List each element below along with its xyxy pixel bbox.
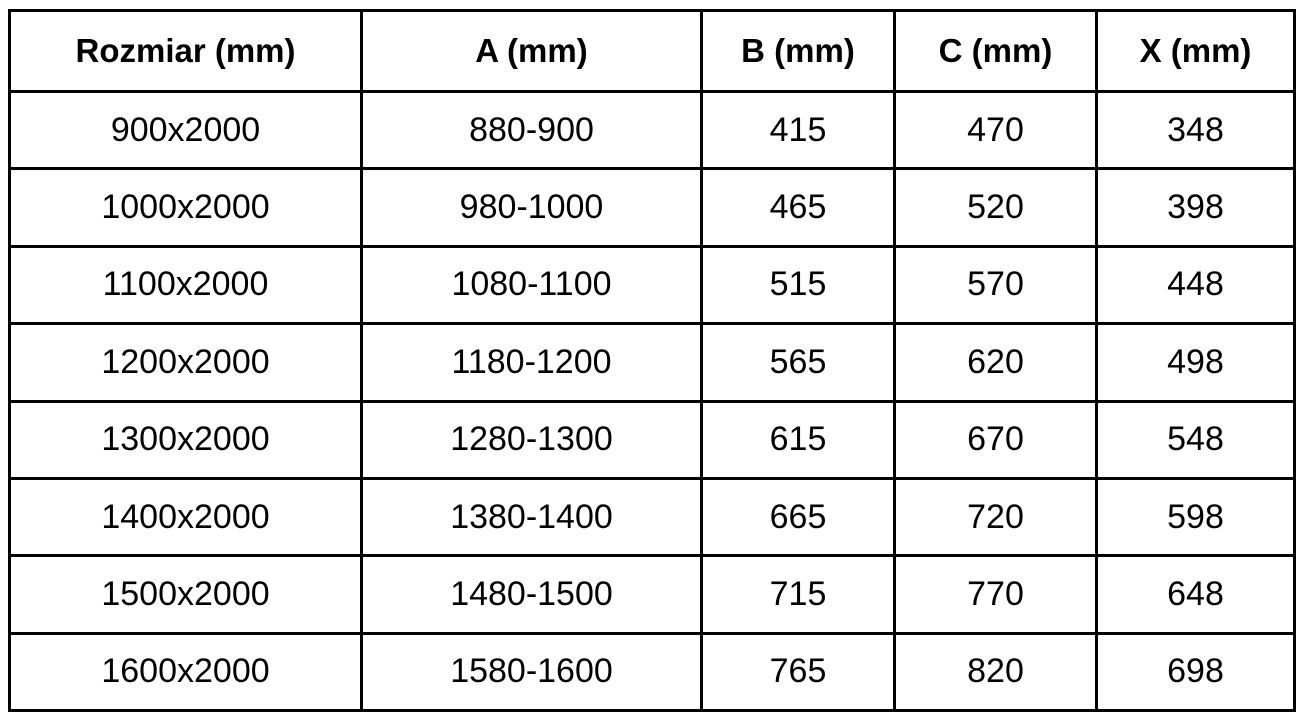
column-header-c: C (mm) [893,9,1098,93]
table-cell: 348 [1095,89,1296,171]
table-cell: 1380-1400 [360,476,703,558]
table-cell: 1280-1300 [360,399,703,480]
table-cell: 520 [893,167,1098,248]
table-cell: 900x2000 [8,89,363,171]
table-cell: 820 [893,631,1098,713]
table-row: 1300x2000 1280-1300 615 670 548 [8,399,1296,480]
table-row: 1400x2000 1380-1400 665 720 598 [8,476,1296,558]
table-cell: 670 [893,399,1098,480]
table-cell: 465 [700,167,896,248]
table-cell: 1580-1600 [360,631,703,713]
size-spec-table: Rozmiar (mm) A (mm) B (mm) C (mm) X (mm)… [8,9,1296,713]
table-cell: 1000x2000 [8,167,363,248]
table-cell: 448 [1095,244,1296,326]
table-cell: 615 [700,399,896,480]
table-cell: 720 [893,476,1098,558]
table-cell: 698 [1095,631,1296,713]
table-cell: 1200x2000 [8,322,363,403]
table-cell: 1500x2000 [8,554,363,635]
table-cell: 1100x2000 [8,244,363,326]
table-cell: 1300x2000 [8,399,363,480]
table-cell: 765 [700,631,896,713]
table-cell: 498 [1095,322,1296,403]
column-header-rozmiar: Rozmiar (mm) [8,9,363,93]
table-row: 900x2000 880-900 415 470 348 [8,89,1296,171]
table-cell: 565 [700,322,896,403]
table-cell: 1400x2000 [8,476,363,558]
table-cell: 415 [700,89,896,171]
table-cell: 1080-1100 [360,244,703,326]
table-row: 1000x2000 980-1000 465 520 398 [8,167,1296,248]
column-header-b: B (mm) [700,9,896,93]
table-cell: 980-1000 [360,167,703,248]
table-header: Rozmiar (mm) A (mm) B (mm) C (mm) X (mm) [8,9,1296,93]
table-body: 900x2000 880-900 415 470 348 1000x2000 980-100… [8,89,1296,713]
table-cell: 665 [700,476,896,558]
table-header-row: Rozmiar (mm) A (mm) B (mm) C (mm) X (mm) [8,9,1296,93]
table-row: 1500x2000 1480-1500 715 770 648 [8,554,1296,635]
table-cell: 1180-1200 [360,322,703,403]
table-cell: 398 [1095,167,1296,248]
table-cell: 1600x2000 [8,631,363,713]
table-cell: 570 [893,244,1098,326]
table-cell: 880-900 [360,89,703,171]
table-cell: 598 [1095,476,1296,558]
table-cell: 515 [700,244,896,326]
table-cell: 470 [893,89,1098,171]
table-row: 1200x2000 1180-1200 565 620 498 [8,322,1296,403]
column-header-a: A (mm) [360,9,703,93]
table-cell: 1480-1500 [360,554,703,635]
table-cell: 715 [700,554,896,635]
table-cell: 548 [1095,399,1296,480]
column-header-x: X (mm) [1095,9,1296,93]
table-row: 1100x2000 1080-1100 515 570 448 [8,244,1296,326]
table-cell: 648 [1095,554,1296,635]
table-row: 1600x2000 1580-1600 765 820 698 [8,631,1296,713]
table-cell: 620 [893,322,1098,403]
table-cell: 770 [893,554,1098,635]
